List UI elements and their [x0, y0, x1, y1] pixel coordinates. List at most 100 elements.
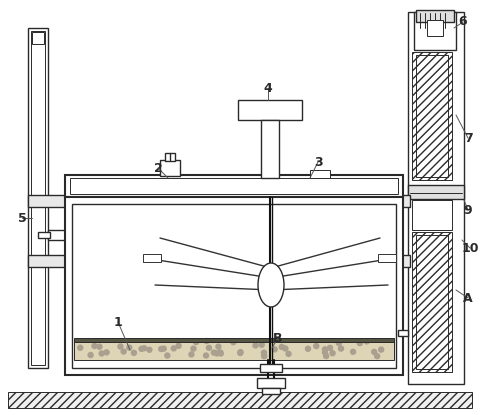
- Circle shape: [372, 349, 377, 354]
- Bar: [74, 340, 394, 360]
- Circle shape: [127, 345, 132, 350]
- Circle shape: [104, 350, 109, 355]
- Circle shape: [99, 351, 104, 356]
- Circle shape: [121, 349, 126, 354]
- Circle shape: [272, 347, 277, 352]
- Circle shape: [314, 344, 319, 349]
- Bar: [260, 364, 282, 372]
- Bar: [262, 388, 280, 394]
- Circle shape: [165, 353, 170, 358]
- Circle shape: [189, 352, 194, 357]
- Bar: [8, 392, 472, 408]
- Bar: [70, 178, 398, 194]
- Bar: [48, 230, 66, 240]
- Text: 6: 6: [459, 15, 467, 29]
- Bar: [408, 12, 464, 384]
- Bar: [412, 232, 452, 372]
- Circle shape: [204, 339, 209, 344]
- Text: 4: 4: [264, 81, 272, 95]
- Circle shape: [238, 350, 243, 355]
- Bar: [416, 55, 448, 177]
- Circle shape: [147, 347, 152, 352]
- Bar: [28, 28, 48, 368]
- Circle shape: [259, 342, 264, 347]
- Circle shape: [206, 345, 212, 350]
- Text: B: B: [273, 332, 283, 344]
- Circle shape: [262, 350, 267, 355]
- Bar: [378, 254, 396, 262]
- Circle shape: [253, 343, 258, 348]
- Bar: [160, 160, 180, 176]
- Circle shape: [322, 347, 327, 352]
- Bar: [74, 338, 394, 342]
- Bar: [143, 254, 161, 262]
- Bar: [412, 52, 452, 180]
- Bar: [310, 170, 330, 178]
- Circle shape: [203, 353, 209, 358]
- Bar: [408, 185, 464, 199]
- Circle shape: [142, 346, 147, 351]
- Bar: [72, 204, 396, 368]
- Circle shape: [375, 354, 380, 359]
- Circle shape: [283, 346, 288, 351]
- Circle shape: [357, 341, 362, 346]
- Circle shape: [231, 339, 236, 344]
- Circle shape: [78, 345, 83, 350]
- Bar: [32, 32, 44, 44]
- Bar: [165, 153, 175, 161]
- Circle shape: [219, 351, 223, 356]
- Ellipse shape: [258, 263, 284, 307]
- Text: 9: 9: [464, 203, 472, 217]
- Circle shape: [161, 346, 166, 351]
- Text: 3: 3: [314, 156, 322, 168]
- Circle shape: [262, 354, 267, 359]
- Bar: [398, 330, 408, 336]
- Circle shape: [218, 350, 223, 355]
- Circle shape: [194, 339, 198, 344]
- Circle shape: [339, 346, 343, 351]
- Bar: [388, 255, 410, 267]
- Circle shape: [88, 352, 93, 357]
- Circle shape: [330, 351, 335, 356]
- Bar: [414, 12, 456, 50]
- Circle shape: [118, 344, 123, 349]
- Circle shape: [131, 350, 136, 355]
- Circle shape: [238, 351, 243, 356]
- Circle shape: [191, 346, 196, 351]
- Text: 2: 2: [154, 161, 162, 174]
- Text: 7: 7: [464, 132, 472, 144]
- Circle shape: [322, 350, 327, 355]
- Bar: [261, 120, 279, 178]
- Bar: [416, 235, 448, 369]
- Circle shape: [305, 346, 311, 351]
- Bar: [28, 255, 80, 267]
- Circle shape: [92, 344, 97, 349]
- Circle shape: [211, 350, 217, 355]
- Circle shape: [327, 345, 333, 350]
- Circle shape: [279, 344, 284, 349]
- Bar: [238, 100, 302, 120]
- Bar: [65, 197, 403, 375]
- Bar: [65, 175, 403, 197]
- Bar: [388, 195, 410, 207]
- Circle shape: [286, 352, 291, 356]
- Circle shape: [159, 347, 164, 352]
- Circle shape: [216, 344, 221, 349]
- Bar: [412, 200, 452, 230]
- Circle shape: [139, 347, 144, 352]
- Text: A: A: [463, 291, 473, 305]
- Bar: [388, 328, 402, 338]
- Circle shape: [336, 341, 342, 346]
- Bar: [38, 232, 50, 238]
- Text: 10: 10: [461, 242, 479, 254]
- Circle shape: [171, 346, 176, 351]
- Text: 1: 1: [114, 315, 122, 329]
- Circle shape: [379, 347, 384, 352]
- Bar: [416, 10, 454, 22]
- Circle shape: [364, 339, 369, 344]
- Circle shape: [97, 344, 102, 349]
- Text: 5: 5: [18, 212, 26, 225]
- Bar: [28, 195, 80, 207]
- Circle shape: [350, 349, 356, 354]
- Bar: [427, 20, 443, 36]
